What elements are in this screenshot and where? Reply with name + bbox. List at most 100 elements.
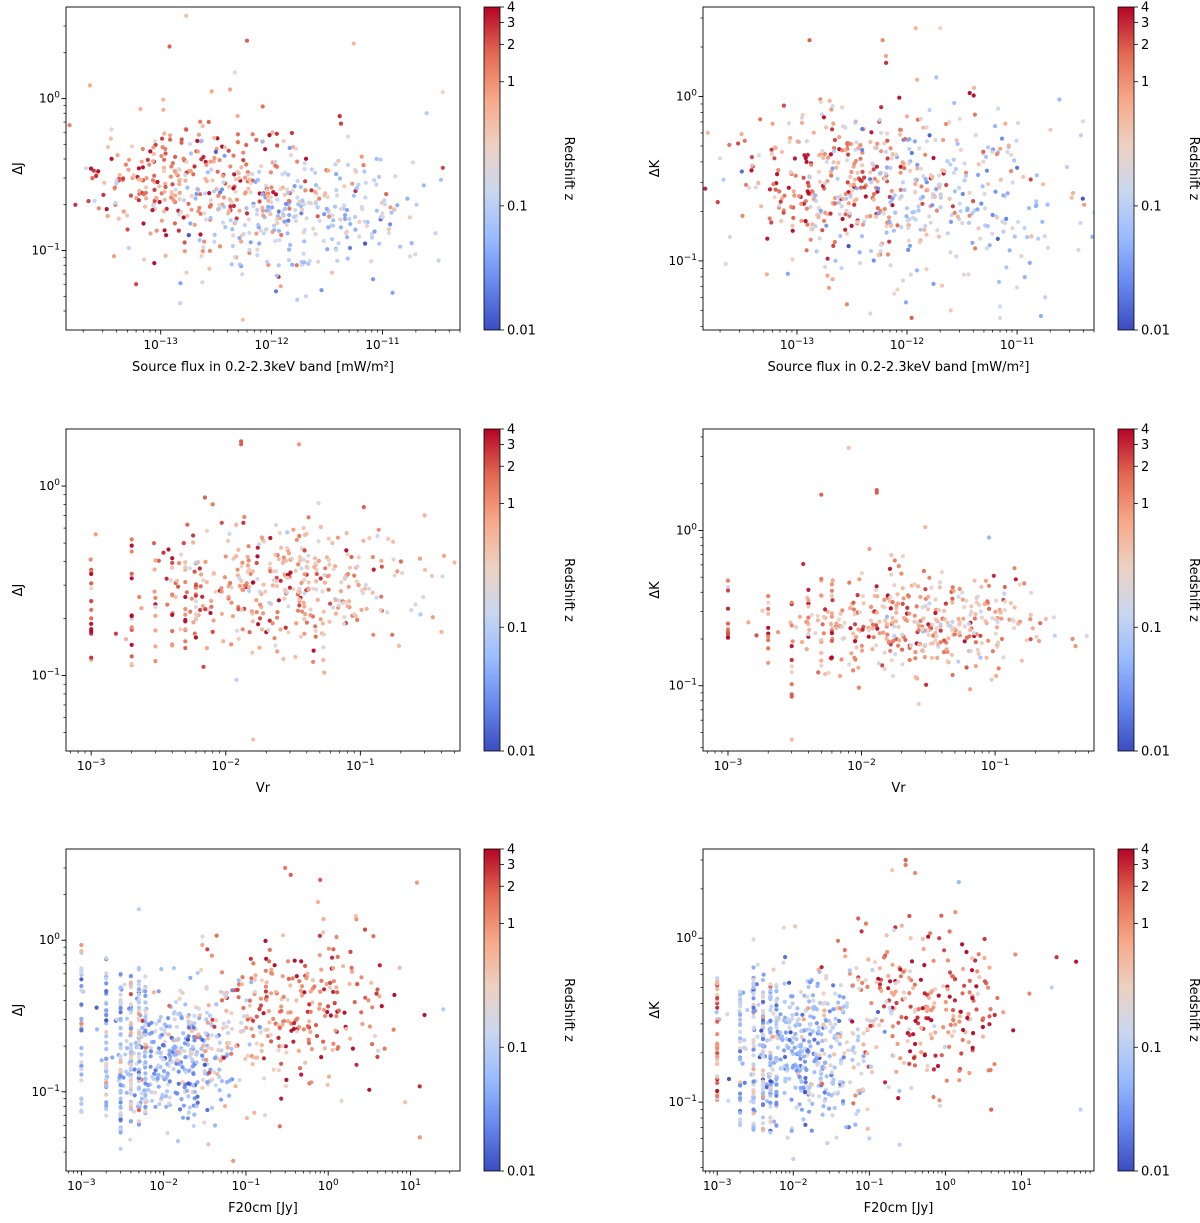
data-point [803, 1080, 808, 1085]
colorbar-tick-label: 0.01 [507, 1165, 536, 1180]
data-point [842, 620, 847, 626]
data-point [994, 673, 999, 679]
data-point [652, 208, 656, 212]
data-point [769, 1004, 774, 1009]
data-point [725, 606, 731, 611]
data-point [259, 1048, 264, 1054]
data-point [326, 573, 331, 578]
colorbar-tick-label: 0.01 [1141, 745, 1170, 760]
data-point [258, 602, 263, 607]
tick-label: 10−3 [714, 758, 743, 773]
colorbar-tick-label: 4 [1141, 843, 1149, 858]
data-point [757, 1042, 762, 1048]
data-point [336, 1008, 341, 1013]
data-point [821, 614, 827, 620]
data-point [771, 967, 776, 972]
data-point [993, 631, 998, 636]
data-point [918, 116, 924, 121]
data-point [937, 1098, 942, 1103]
data-point [909, 315, 914, 320]
data-point [1010, 226, 1015, 231]
data-point [932, 1001, 937, 1006]
data-point [237, 262, 242, 267]
data-point [278, 627, 283, 632]
data-point [187, 566, 192, 571]
data-point [999, 616, 1004, 621]
data-point [865, 1051, 870, 1056]
data-point [143, 1104, 148, 1109]
data-point [960, 942, 965, 947]
data-point [192, 164, 197, 169]
data-point [370, 1005, 375, 1010]
data-point [311, 659, 316, 665]
data-point [269, 1039, 274, 1044]
data-point [178, 1107, 183, 1112]
data-point [802, 1054, 807, 1059]
data-point [976, 651, 981, 656]
data-point [128, 1002, 133, 1007]
data-point [766, 646, 771, 651]
data-point [1034, 199, 1039, 204]
data-point [407, 254, 413, 259]
data-point [915, 77, 920, 82]
data-point [148, 1064, 153, 1069]
data-point [123, 162, 128, 167]
y-axis-label: ΔJ [11, 162, 26, 175]
data-point [271, 1016, 276, 1022]
data-point [371, 277, 376, 282]
data-point [470, 231, 474, 235]
data-point [791, 1035, 796, 1040]
data-point [768, 1085, 773, 1090]
data-point [312, 564, 317, 570]
data-point [801, 1038, 806, 1043]
data-point [1017, 582, 1022, 587]
data-point [961, 1027, 966, 1033]
data-point [189, 193, 194, 198]
data-point [781, 210, 786, 215]
tick-label: 100 [676, 930, 697, 945]
data-point [128, 1031, 133, 1036]
data-point [950, 619, 955, 625]
data-point [902, 166, 907, 171]
data-point [295, 608, 301, 613]
data-point [974, 1007, 979, 1012]
data-point [900, 662, 905, 667]
data-point [347, 599, 352, 604]
data-point [226, 538, 231, 544]
data-point [200, 249, 205, 254]
data-point [230, 227, 235, 232]
data-point [286, 1019, 291, 1024]
data-point [797, 194, 802, 199]
data-point [238, 1029, 243, 1034]
data-point [788, 170, 794, 175]
data-point [801, 1117, 806, 1122]
data-point [913, 675, 918, 680]
tick-label: 10−13 [144, 337, 178, 352]
data-point [787, 1025, 792, 1030]
data-point [104, 1100, 109, 1105]
data-point [339, 580, 344, 585]
data-point [939, 283, 945, 288]
data-point [913, 181, 918, 187]
data-point [301, 600, 306, 605]
data-point [781, 1018, 787, 1023]
data-point [715, 1062, 720, 1067]
data-point [785, 1135, 790, 1140]
data-point [309, 201, 314, 206]
data-point [970, 996, 975, 1001]
data-point [128, 980, 133, 985]
data-point [266, 204, 271, 209]
data-point [379, 558, 384, 563]
data-point [176, 584, 181, 589]
data-point [1002, 591, 1007, 596]
data-point [862, 175, 867, 180]
data-point [821, 1104, 826, 1109]
data-point [847, 580, 852, 585]
data-point [219, 187, 225, 192]
data-point [177, 1011, 182, 1016]
data-point [259, 978, 264, 983]
data-point [314, 571, 319, 577]
data-point [715, 1094, 720, 1099]
data-point [848, 211, 853, 216]
